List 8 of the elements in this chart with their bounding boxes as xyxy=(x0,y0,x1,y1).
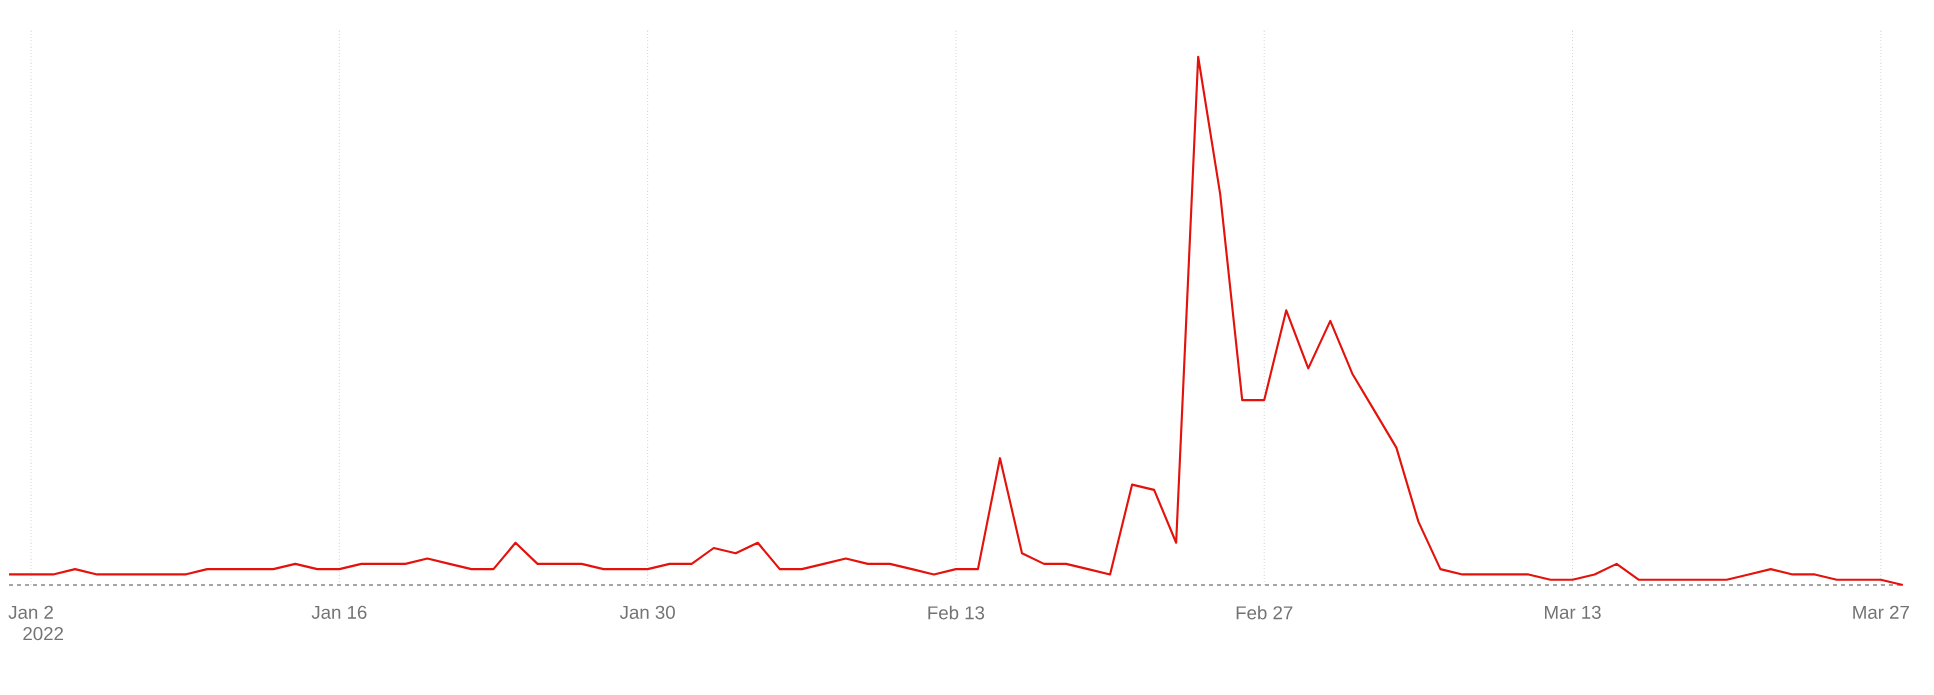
x-tick-label: Jan 16 xyxy=(311,605,367,619)
x-tick-label: Feb 27 xyxy=(1236,605,1293,620)
x-tick-label: Jan 2 xyxy=(8,605,53,619)
x-tick-label: Mar 13 xyxy=(1545,605,1601,619)
text: 2022 xyxy=(23,627,63,641)
x-tick-label: Mar 27 xyxy=(1853,605,1909,619)
x-tick-label: Feb 13 xyxy=(928,605,985,620)
x-tick-label: Jan 30 xyxy=(619,605,675,619)
